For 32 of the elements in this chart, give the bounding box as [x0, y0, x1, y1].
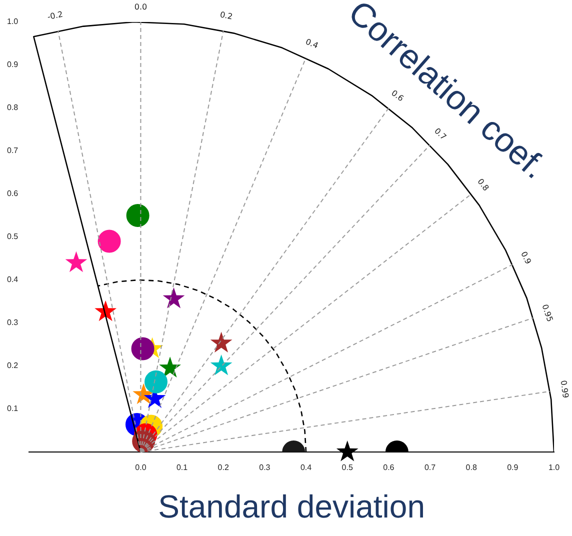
y-tick-label: 0.3	[6, 318, 19, 328]
y-tick-label: 1.0	[6, 17, 19, 26]
annotation: 0.0	[134, 2, 148, 12]
point	[336, 440, 358, 462]
annotation: 0.7	[432, 126, 448, 142]
annotation: 0.95	[540, 303, 554, 323]
x-tick-label: 0.1	[176, 463, 188, 472]
y-tick-label: 0.7	[6, 146, 19, 156]
annotation: 0.8	[476, 177, 491, 193]
x-tick-label: 0.5	[342, 463, 354, 472]
x-tick-label: 0.6	[383, 463, 395, 472]
x-tick-label: 0.7	[424, 463, 436, 472]
annotation: 0.99	[558, 380, 570, 399]
annotation: 0.4	[304, 37, 320, 50]
y-tick-label: 0.9	[6, 60, 19, 70]
x-tick-label: 0.9	[507, 463, 519, 472]
x-tick-label: 0.3	[259, 463, 271, 472]
y-tick-label: 0.6	[6, 189, 19, 198]
x-tick-label: 0.8	[466, 463, 478, 472]
y-tick-label: 0.5	[6, 232, 19, 242]
x-tick-label: 0.0	[135, 463, 147, 472]
annotation: -0.2	[46, 10, 64, 22]
x-tick-label: 1.0	[548, 463, 560, 472]
y-tick-label: 0.4	[6, 275, 19, 284]
x-tick-label: 0.4	[300, 463, 312, 472]
x-tick-label: 0.2	[218, 463, 230, 472]
annotation: 0.9	[519, 250, 533, 266]
x-axis-title: Standard deviation	[158, 488, 425, 525]
y-tick-label: 0.1	[6, 404, 19, 414]
y-tick-label: 0.8	[6, 103, 19, 112]
y-tick-label: 0.2	[6, 361, 19, 370]
annotation: 0.2	[219, 10, 234, 22]
